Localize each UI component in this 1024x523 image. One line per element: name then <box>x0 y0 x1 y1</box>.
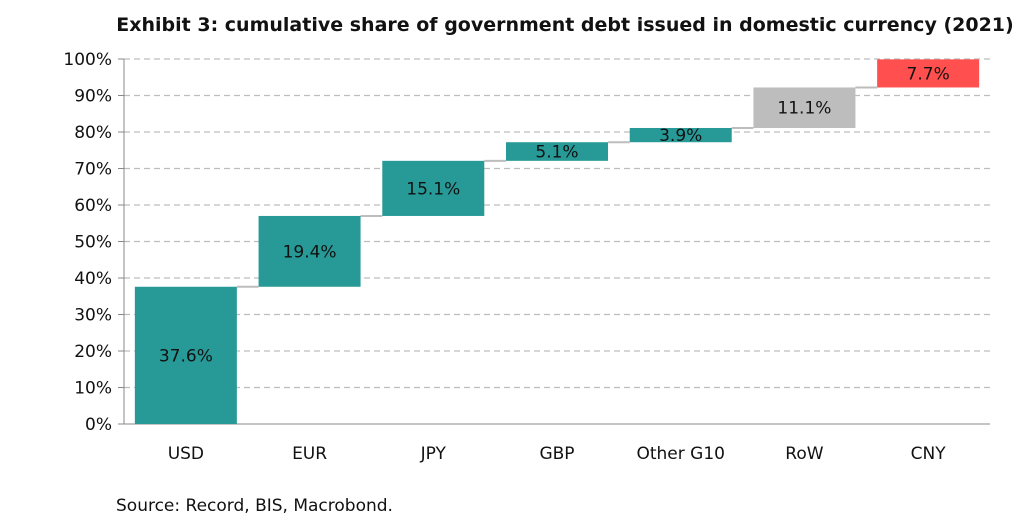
y-tick-label: 40% <box>74 269 112 289</box>
x-tick-label: JPY <box>420 444 447 464</box>
y-tick-label: 80% <box>74 123 112 143</box>
y-tick-label: 20% <box>74 342 112 362</box>
y-tick-label: 50% <box>74 233 112 253</box>
x-tick-label: EUR <box>292 444 327 464</box>
gridlines <box>124 58 990 389</box>
y-tick-labels: 0% 10% 20% 30% 40% 50% 60% 70% 80% 90% 100% <box>63 50 112 435</box>
chart-title: Exhibit 3: cumulative share of governmen… <box>116 14 1014 36</box>
bar-jpy <box>382 160 485 216</box>
x-tick-label: CNY <box>911 444 947 464</box>
x-tick-label: Other G10 <box>636 444 724 464</box>
y-tick-label: 90% <box>74 87 112 107</box>
y-tick-label: 30% <box>74 306 112 326</box>
x-tick-label: RoW <box>785 444 823 464</box>
data-labels: 37.6% 19.4% 15.1% 5.1% 3.9% 11.1% 7.7% <box>159 64 950 366</box>
bar-gbp <box>506 142 608 161</box>
data-label: 15.1% <box>406 179 460 199</box>
data-label: 5.1% <box>535 143 578 163</box>
x-tick-label: GBP <box>539 444 574 464</box>
data-label: 19.4% <box>283 242 337 262</box>
bar-eur <box>258 215 361 287</box>
x-tick-labels: USD EUR JPY GBP Other G10 RoW CNY <box>168 444 947 464</box>
data-label: 37.6% <box>159 346 213 366</box>
y-tick-label: 70% <box>74 160 112 180</box>
source-note: Source: Record, BIS, Macrobond. <box>116 496 393 516</box>
connectors <box>236 86 878 288</box>
data-label: 11.1% <box>777 99 831 119</box>
bar-row <box>753 87 856 128</box>
y-tick-label: 60% <box>74 196 112 216</box>
axes <box>118 58 990 425</box>
y-tick-label: 100% <box>63 50 112 70</box>
bar-other-g10 <box>629 127 732 143</box>
bar-usd <box>134 286 237 424</box>
data-label: 7.7% <box>907 64 950 84</box>
bars <box>134 59 980 424</box>
y-tick-label: 10% <box>74 379 112 399</box>
data-label: 3.9% <box>659 126 702 146</box>
x-tick-label: USD <box>168 444 204 464</box>
bar-cny <box>877 59 980 88</box>
y-tick-label: 0% <box>85 415 112 435</box>
